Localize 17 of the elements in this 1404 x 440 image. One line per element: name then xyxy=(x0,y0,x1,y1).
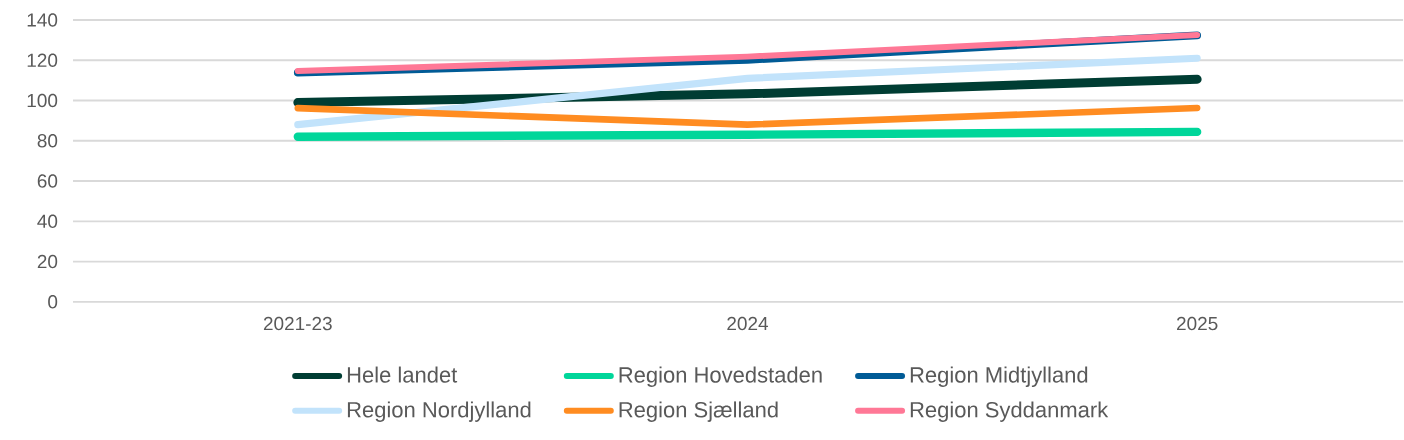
y-tick-label: 60 xyxy=(37,174,58,188)
legend-label: Region Hovedstaden xyxy=(619,366,822,388)
legend-label: Hele landet xyxy=(347,366,458,383)
y-tick-label: 80 xyxy=(37,134,58,148)
legend-label: Region Sjælland xyxy=(619,401,778,423)
y-tick-label: 0 xyxy=(48,295,58,309)
y-tick-label: 120 xyxy=(27,53,58,68)
legend-label: Region Syddanmark xyxy=(910,401,1109,423)
x-tick-label: 2021-23 xyxy=(263,316,332,331)
legend-label: Region Nordjylland xyxy=(347,401,531,423)
y-tick-label: 20 xyxy=(37,254,58,269)
x-tick-label: 2025 xyxy=(1177,316,1218,331)
y-tick-label: 40 xyxy=(37,214,58,229)
y-tick-label: 100 xyxy=(27,93,58,108)
x-tick-label: 2024 xyxy=(727,316,769,331)
y-tick-label: 140 xyxy=(27,13,58,27)
legend-label: Region Midtjylland xyxy=(910,366,1088,388)
